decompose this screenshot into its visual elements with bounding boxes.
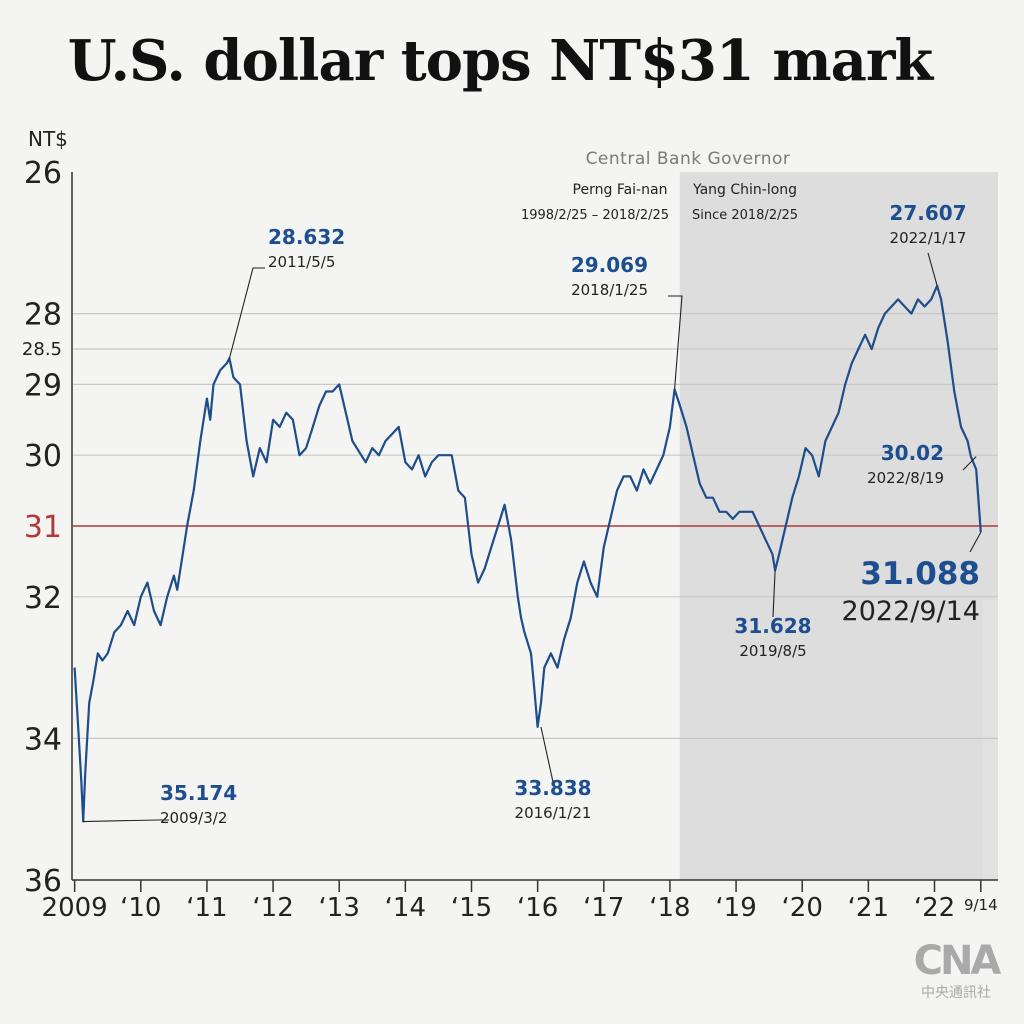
x-tick-label-13: ‘13 — [319, 893, 360, 923]
unplotted-area — [982, 600, 998, 880]
annotation-31-628-date: 2019/8/5 — [739, 642, 806, 660]
annotation-28-632-date: 2011/5/5 — [268, 253, 335, 271]
annotation-31-628-leader — [772, 570, 776, 618]
y-tick-label-29: 29 — [24, 368, 62, 403]
y-axis-unit: NT$ — [28, 127, 68, 151]
annotation-30-02-value: 30.02 — [881, 441, 944, 465]
x-tick-label-21: ‘21 — [848, 893, 889, 923]
annotation-35-174-leader — [83, 819, 169, 823]
x-tick-label-15: ‘15 — [451, 893, 492, 923]
cna-logo: CNA 中央通訊社 — [906, 938, 1006, 1010]
y-tick-label-26: 26 — [24, 156, 62, 191]
annotation-33-838-value: 33.838 — [514, 776, 591, 800]
x-tick-label-9-14: 9/14 — [964, 896, 998, 914]
y-tick-label-28-5: 28.5 — [22, 339, 62, 360]
annotation-29-069-value: 29.069 — [571, 253, 648, 277]
annotation-28-632-leader — [228, 267, 265, 359]
x-tick-label-19: ‘19 — [715, 893, 756, 923]
annotation-31-088-value: 31.088 — [860, 556, 980, 592]
x-tick-label-2009: 2009 — [42, 893, 108, 923]
x-tick-label-11: ‘11 — [186, 893, 227, 923]
annotation-27-607-value: 27.607 — [889, 201, 966, 225]
cna-logo-mark: CNA — [913, 938, 1002, 984]
x-tick-label-20: ‘20 — [782, 893, 823, 923]
x-tick-label-17: ‘17 — [583, 893, 624, 923]
annotation-29-069-leader — [668, 295, 683, 390]
chart-title: U.S. dollar tops NT$31 mark — [67, 28, 933, 94]
y-tick-labels: 26 28 28.5 29 30 31 32 34 36 — [22, 156, 62, 899]
y-tick-label-34: 34 — [24, 722, 62, 757]
annotation-27-607-date: 2022/1/17 — [890, 229, 967, 247]
annotation-35-174-value: 35.174 — [160, 781, 237, 805]
cna-logo-text: 中央通訊社 — [921, 985, 991, 1001]
y-tick-label-36: 36 — [24, 864, 62, 899]
y-tick-label-31: 31 — [24, 510, 62, 545]
annotation-33-838-date: 2016/1/21 — [515, 804, 592, 822]
annotation-27-607-leader — [927, 252, 938, 286]
usd-twd-series-line — [73, 284, 982, 823]
x-tick-label-14: ‘14 — [385, 893, 426, 923]
x-tick-label-22: ‘22 — [914, 893, 955, 923]
y-tick-label-30: 30 — [24, 439, 62, 474]
annotation-33-838-leader — [540, 726, 554, 783]
x-tick-label-18: ‘18 — [649, 893, 690, 923]
x-tick-labels: 2009 ‘10 ‘11 ‘12 ‘13 ‘14 ‘15 ‘16 ‘17 ‘18 ‘19 ‘20 ‘21… — [42, 880, 998, 923]
y-tick-label-32: 32 — [24, 581, 62, 616]
current-governor-name: Yang Chin-long — [692, 182, 797, 198]
annotation-30-02-date: 2022/8/19 — [867, 469, 944, 487]
x-tick-label-12: ‘12 — [252, 893, 293, 923]
annotation-31-088-leader — [969, 531, 982, 553]
annotations: 35.174 2009/3/2 28.632 2011/5/5 33.838 2016/1… — [83, 201, 982, 827]
annotation-28-632-value: 28.632 — [268, 225, 345, 249]
governor-heading: Central Bank Governor — [586, 149, 791, 169]
annotation-29-069-date: 2018/1/25 — [571, 281, 648, 299]
current-governor-term: Since 2018/2/25 — [692, 208, 798, 223]
annotation-31-628-value: 31.628 — [734, 614, 811, 638]
x-tick-label-16: ‘16 — [517, 893, 558, 923]
y-tick-label-28: 28 — [24, 298, 62, 333]
annotation-35-174-date: 2009/3/2 — [160, 809, 227, 827]
annotation-31-088-date: 2022/9/14 — [842, 596, 980, 627]
gridlines — [72, 313, 998, 740]
previous-governor-name: Perng Fai-nan — [573, 182, 668, 198]
x-tick-label-10: ‘10 — [120, 893, 161, 923]
previous-governor-term: 1998/2/25 – 2018/2/25 — [521, 208, 669, 223]
annotation-30-02-leader — [962, 456, 977, 471]
